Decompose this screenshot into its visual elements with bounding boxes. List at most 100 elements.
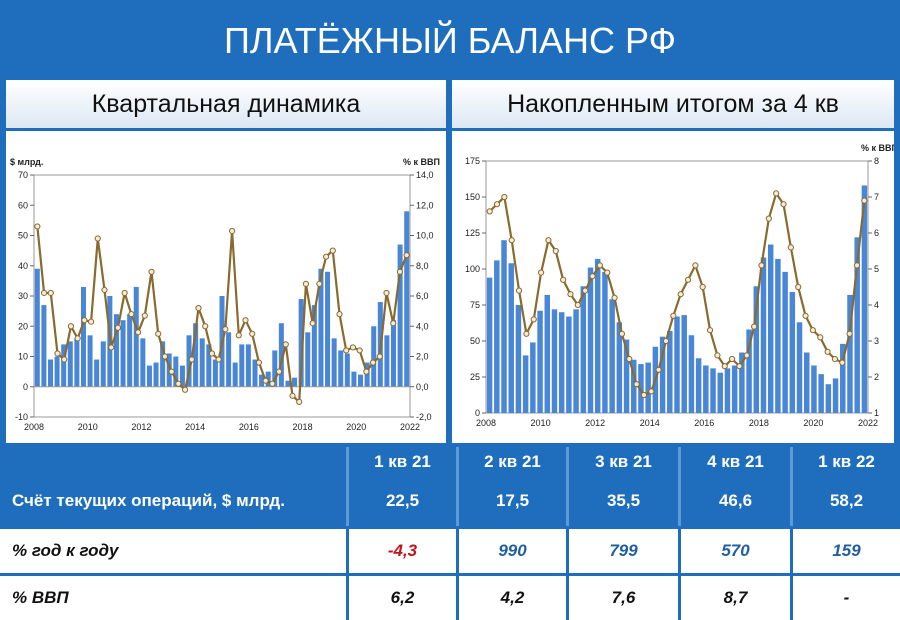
line-point [765,215,772,222]
line-point [508,237,515,244]
line-point [493,201,501,208]
line-point [817,334,824,341]
line-point [87,318,95,325]
bar [344,353,350,387]
bar [179,365,185,387]
line-point [795,283,802,291]
y-tick-label: 0 [475,408,480,418]
y2-tick-label: 6 [874,228,879,238]
table-header-cell [0,447,346,476]
line-point [699,283,706,291]
line-point [74,335,81,342]
bar [199,338,205,387]
line-point [275,368,283,375]
line-point [155,330,162,337]
bar [544,294,551,413]
line-point [706,327,714,334]
line-point [501,193,508,201]
bar [338,350,344,387]
bar [739,352,745,413]
line-point [390,320,397,327]
line-point [383,289,390,297]
line-point [215,356,222,363]
line-point [114,324,122,331]
bar [272,350,278,387]
line-point [853,262,861,269]
line-point [736,363,743,370]
bar [206,344,212,387]
y-tick-label: 30 [18,291,28,301]
line-point [54,350,61,357]
bar [67,341,73,387]
bar [193,323,199,387]
line-point [296,398,303,405]
bar [551,309,558,413]
line-point [611,294,618,301]
line-point [336,311,343,318]
bar [397,244,403,387]
line-point [670,312,677,319]
line-point [648,388,655,395]
y2-tick-label: 8,0 [416,261,429,271]
bar [239,344,245,387]
series-line [488,190,866,397]
y-tick-label: 25 [470,372,480,382]
bar [508,263,514,413]
line-point [235,332,242,339]
line-point [195,305,202,312]
line-point [369,359,377,366]
y-tick-label: 0 [23,382,28,392]
line-point [552,247,559,255]
line-point [604,269,611,276]
bar [746,329,752,413]
row-label: % год к году [0,526,346,573]
bar [522,355,529,413]
y2-tick-label: 10,0 [416,231,434,241]
bar [127,314,133,387]
line-point [728,355,736,363]
bar [226,332,232,387]
bar [87,335,93,387]
bar [645,362,651,413]
bar [710,368,716,413]
y2-tick-label: 12,0 [416,200,434,210]
line-point [839,359,846,366]
bar [232,362,238,387]
line-point [108,344,115,351]
bar [153,362,159,387]
y-axis-label: $ млрд. [10,157,43,167]
bar [537,310,543,413]
bar [298,299,304,387]
bar [133,286,139,387]
bar [861,185,868,413]
bar [775,258,781,413]
line-point [302,280,310,287]
table-row: % год к году -4,3 990 799 570 159 [0,526,900,573]
line-point [175,380,182,387]
line-point [34,223,41,230]
line-point [655,366,662,373]
y2-tick-label: 8 [874,156,879,166]
bar [358,374,364,387]
line-point [329,247,336,254]
line-point [596,262,603,269]
line-point [523,330,530,337]
y-tick-label: 150 [465,192,480,202]
line-point [349,344,357,351]
table-row: Счёт текущих операций, $ млрд. 22,5 17,5… [0,476,900,526]
table-cell: 46,6 [678,476,790,526]
line-point [376,353,383,360]
bar [688,335,695,413]
y2-tick-label: 4,0 [416,321,429,331]
line-point [363,368,370,375]
line-point [530,316,537,323]
table-cell: 570 [678,526,790,573]
chart-right-panel: 0 25 50 75 100 125 150 175 1 2 3 4 5 6 7 8 % к ВВП 2008 20… [452,131,894,443]
bar [94,359,100,387]
y-tick-label: 175 [465,156,480,166]
line-point [343,347,350,354]
line-point [101,286,108,294]
table-cell: 17,5 [456,476,566,526]
bar [724,368,731,413]
y-tick-label: 100 [465,264,480,274]
